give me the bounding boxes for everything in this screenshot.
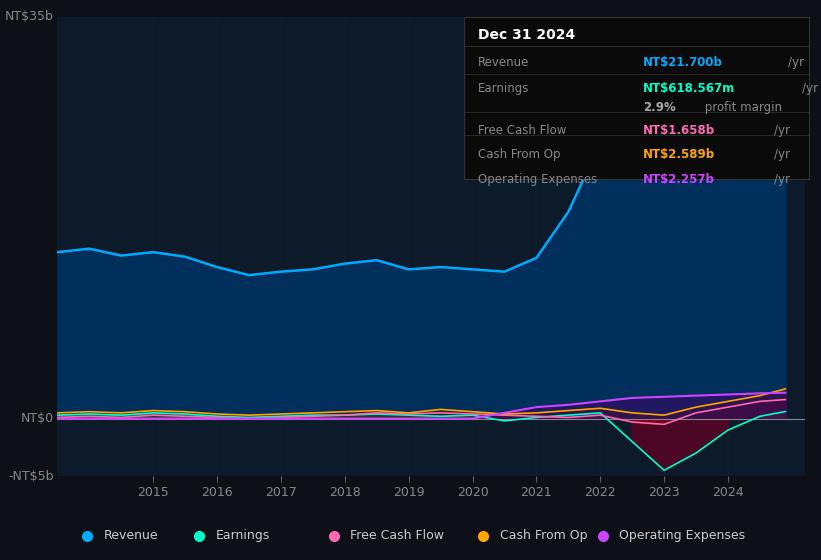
Text: profit margin: profit margin: [701, 101, 782, 114]
Text: Revenue: Revenue: [103, 529, 158, 542]
Text: Operating Expenses: Operating Expenses: [478, 172, 597, 186]
Text: 2.9%: 2.9%: [643, 101, 676, 114]
Text: NT$35b: NT$35b: [5, 10, 53, 24]
Text: Revenue: Revenue: [478, 56, 529, 69]
Text: NT$2.589b: NT$2.589b: [643, 148, 715, 161]
Text: Earnings: Earnings: [216, 529, 270, 542]
Text: NT$1.658b: NT$1.658b: [643, 124, 715, 137]
Text: NT$21.700b: NT$21.700b: [643, 56, 723, 69]
Text: NT$2.257b: NT$2.257b: [643, 172, 715, 186]
Text: NT$0: NT$0: [21, 412, 53, 425]
Text: Cash From Op: Cash From Op: [500, 529, 587, 542]
Text: Earnings: Earnings: [478, 82, 529, 95]
Text: NT$618.567m: NT$618.567m: [643, 82, 736, 95]
Text: /yr: /yr: [773, 148, 790, 161]
Text: Free Cash Flow: Free Cash Flow: [478, 124, 566, 137]
Text: /yr: /yr: [788, 56, 804, 69]
Text: Operating Expenses: Operating Expenses: [619, 529, 745, 542]
Text: /yr: /yr: [802, 82, 819, 95]
Text: /yr: /yr: [773, 124, 790, 137]
Text: Cash From Op: Cash From Op: [478, 148, 560, 161]
Text: Free Cash Flow: Free Cash Flow: [351, 529, 444, 542]
Text: /yr: /yr: [773, 172, 790, 186]
Text: -NT$5b: -NT$5b: [8, 469, 53, 483]
Text: Dec 31 2024: Dec 31 2024: [478, 28, 575, 42]
